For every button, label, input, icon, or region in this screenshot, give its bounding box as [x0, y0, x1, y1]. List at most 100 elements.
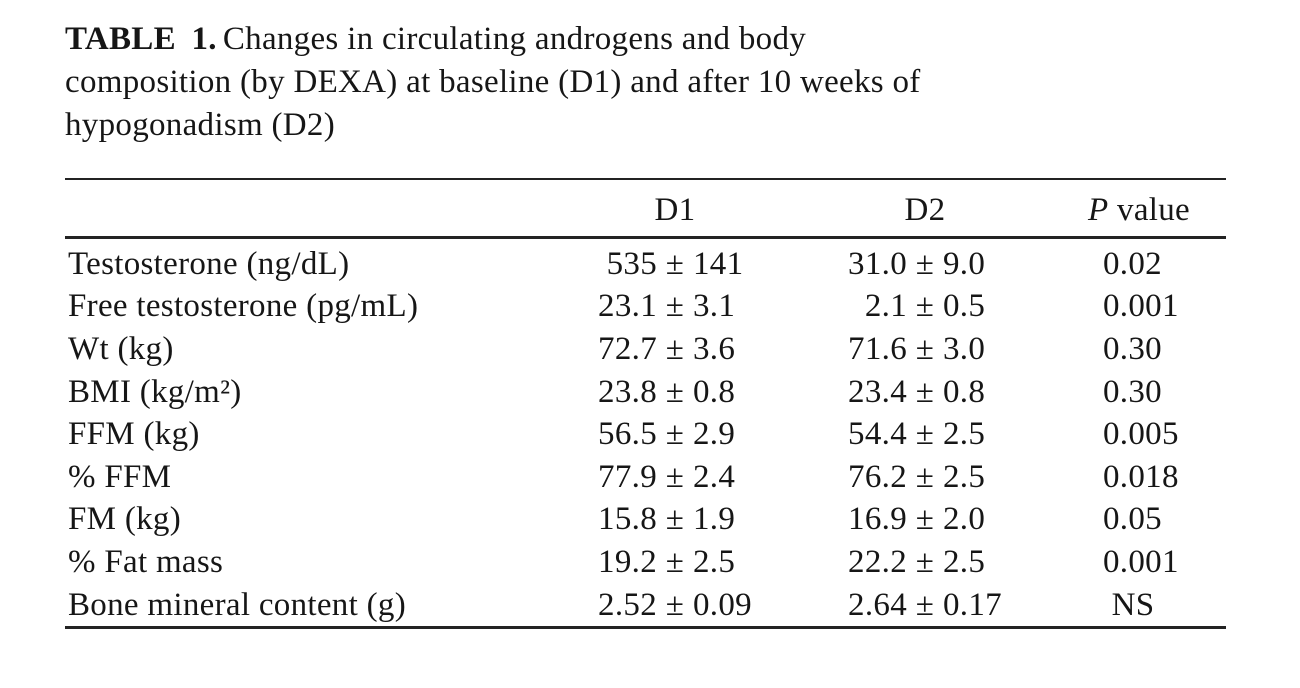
p-rest: value — [1108, 192, 1190, 228]
table-number-label: TABLE 1. — [65, 21, 217, 57]
mean-value: 71.6 — [848, 330, 907, 367]
mean-value: 16.9 — [848, 501, 907, 538]
mean-value: 19.2 — [598, 543, 657, 580]
mean-value: 15.8 — [598, 501, 657, 538]
plus-minus-sign: ± — [915, 586, 935, 623]
mean-value: 76.2 — [848, 458, 907, 495]
sd-value: 3.0 — [943, 330, 986, 367]
sd-value: 9.0 — [943, 245, 986, 282]
d2-value: 2.64 ±0.17 — [810, 587, 1040, 624]
plus-minus-sign: ± — [665, 458, 685, 495]
table-row: FM (kg) 15.8 ±1.9 16.9 ±2.0 0.05 — [65, 499, 1226, 542]
column-header-d1: D1 — [654, 192, 696, 228]
data-table: D1 D2 P value Testosterone (ng/dL) 535 ±1… — [65, 178, 1226, 630]
plus-minus-sign: ± — [665, 330, 685, 367]
plus-minus-sign: ± — [915, 373, 935, 410]
p-value: 0.05 — [1103, 501, 1162, 538]
row-label: % Fat mass — [68, 543, 224, 580]
table-row: % FFM 77.9 ±2.4 76.2 ±2.5 0.018 — [65, 456, 1226, 499]
table-row: % Fat mass 19.2 ±2.5 22.2 ±2.5 0.001 — [65, 541, 1226, 584]
plus-minus-sign: ± — [665, 543, 685, 580]
d2-value: 71.6 ±3.0 — [810, 331, 1040, 368]
d2-value: 16.9 ±2.0 — [810, 501, 1040, 538]
d2-value: 76.2 ±2.5 — [810, 459, 1040, 496]
plus-minus-sign: ± — [665, 373, 685, 410]
sd-value: 2.9 — [693, 416, 736, 453]
d2-value: 2.1 ±0.5 — [810, 288, 1040, 325]
sd-value: 2.5 — [943, 543, 986, 580]
mean-value: 2.52 — [598, 586, 657, 623]
mean-value: 77.9 — [598, 458, 657, 495]
d2-value: 23.4 ±0.8 — [810, 374, 1040, 411]
plus-minus-sign: ± — [915, 501, 935, 538]
mean-value: 54.4 — [848, 416, 907, 453]
mean-value: 22.2 — [848, 543, 907, 580]
d2-value: 31.0 ±9.0 — [810, 246, 1040, 283]
plus-minus-sign: ± — [665, 245, 685, 282]
sd-value: 3.1 — [693, 288, 736, 325]
p-value: 0.30 — [1103, 373, 1162, 410]
plus-minus-sign: ± — [915, 416, 935, 453]
table-row: FFM (kg) 56.5 ±2.9 54.4 ±2.5 0.005 — [65, 413, 1226, 456]
row-label: % FFM — [68, 458, 172, 495]
row-label: BMI (kg/m²) — [68, 373, 242, 410]
sd-value: 2.5 — [693, 543, 736, 580]
sd-value: 0.5 — [943, 288, 986, 325]
p-value: 0.001 — [1103, 288, 1179, 325]
d1-value: 15.8 ±1.9 — [540, 501, 810, 538]
p-value: NS — [1111, 586, 1155, 623]
mean-value: 23.1 — [598, 288, 657, 325]
p-value: 0.018 — [1103, 458, 1179, 495]
mean-value: 23.4 — [848, 373, 907, 410]
p-italic: P — [1088, 192, 1109, 228]
table-bottom-rule — [65, 626, 1226, 630]
mean-value: 2.1 — [864, 288, 907, 325]
d1-value: 77.9 ±2.4 — [540, 459, 810, 496]
plus-minus-sign: ± — [915, 330, 935, 367]
d1-value: 19.2 ±2.5 — [540, 544, 810, 581]
d1-value: 2.52 ±0.09 — [540, 587, 810, 624]
row-label: Free testosterone (pg/mL) — [68, 288, 419, 325]
table-header-rule — [65, 236, 1226, 239]
sd-value: 141 — [693, 245, 744, 282]
p-value: 0.30 — [1103, 330, 1162, 367]
plus-minus-sign: ± — [665, 501, 685, 538]
sd-value: 2.0 — [943, 501, 986, 538]
caption-line-2: composition (by DEXA) at baseline (D1) a… — [65, 64, 921, 100]
mean-value: 31.0 — [848, 245, 907, 282]
mean-value: 72.7 — [598, 330, 657, 367]
caption-line-1: TABLE 1. Changes in circulating androgens… — [65, 18, 1165, 61]
table-row: BMI (kg/m²) 23.8 ±0.8 23.4 ±0.8 0.30 — [65, 371, 1226, 414]
p-value: 0.001 — [1103, 543, 1179, 580]
column-header-d2: D2 — [904, 192, 946, 228]
plus-minus-sign: ± — [665, 586, 685, 623]
p-value: 0.02 — [1103, 245, 1162, 282]
row-label: Wt (kg) — [68, 330, 174, 367]
table-header-row: D1 D2 P value — [65, 180, 1226, 236]
d1-value: 535 ±141 — [540, 246, 810, 283]
plus-minus-sign: ± — [915, 543, 935, 580]
row-label: FFM (kg) — [68, 416, 200, 453]
mean-value: 2.64 — [848, 586, 907, 623]
row-label: Testosterone (ng/dL) — [68, 245, 350, 282]
mean-value: 535 — [606, 245, 657, 282]
plus-minus-sign: ± — [915, 288, 935, 325]
column-header-p-value: P value — [1040, 192, 1226, 229]
table-row: Wt (kg) 72.7 ±3.6 71.6 ±3.0 0.30 — [65, 328, 1226, 371]
p-value: 0.005 — [1103, 416, 1179, 453]
mean-value: 56.5 — [598, 416, 657, 453]
table-top-rule — [65, 178, 1226, 180]
d1-value: 23.1 ±3.1 — [540, 288, 810, 325]
table-caption: TABLE 1. Changes in circulating androgens… — [65, 18, 1165, 147]
table-row: Free testosterone (pg/mL) 23.1 ±3.1 2.1 ±0… — [65, 286, 1226, 329]
sd-value: 0.8 — [693, 373, 736, 410]
sd-value: 1.9 — [693, 501, 736, 538]
sd-value: 0.8 — [943, 373, 986, 410]
table-row: Testosterone (ng/dL) 535 ±141 31.0 ±9.0 0.… — [65, 243, 1226, 286]
sd-value: 3.6 — [693, 330, 736, 367]
sd-value: 2.5 — [943, 416, 986, 453]
sd-value: 2.5 — [943, 458, 986, 495]
d2-value: 22.2 ±2.5 — [810, 544, 1040, 581]
caption-text-1: Changes in circulating androgens and bod… — [222, 21, 807, 57]
